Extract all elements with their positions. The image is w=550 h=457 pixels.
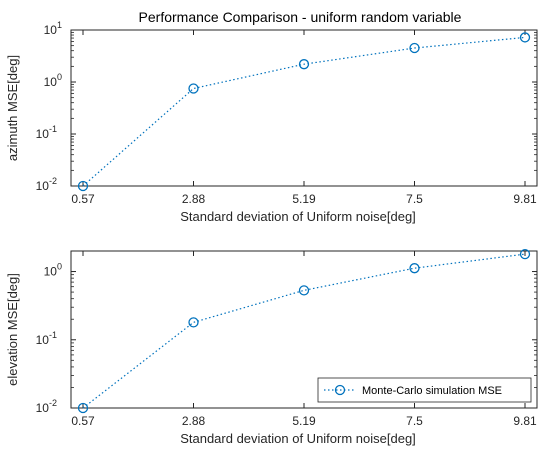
legend: Monte-Carlo simulation MSE — [317, 377, 532, 403]
x-tick-label: 2.88 — [182, 414, 206, 428]
y-tick-label: 101 — [44, 20, 62, 37]
y-tick-label: 100 — [44, 72, 62, 89]
y-tick-label: 10-1 — [36, 330, 57, 347]
x-tick-label: 9.81 — [513, 414, 537, 428]
x-tick-label: 7.5 — [406, 192, 423, 206]
axes-box — [70, 29, 538, 187]
data-point — [77, 402, 89, 414]
figure-title: Performance Comparison - uniform random … — [139, 9, 462, 25]
data-point — [519, 32, 531, 43]
data-point — [409, 42, 420, 54]
x-axis-label: Standard deviation of Uniform noise[deg] — [180, 209, 416, 224]
data-point — [298, 59, 310, 70]
y-tick-label: 10-1 — [36, 124, 57, 141]
y-axis-label: azimuth MSE[deg] — [5, 55, 20, 161]
x-tick-label: 2.88 — [182, 192, 206, 206]
x-tick-label: 5.19 — [292, 192, 316, 206]
data-point — [188, 83, 199, 94]
x-tick-label: 0.57 — [71, 192, 95, 206]
legend-label: Monte-Carlo simulation MSE — [362, 385, 502, 397]
data-point — [409, 263, 420, 274]
data-point — [298, 285, 310, 296]
series-line — [82, 36, 526, 187]
x-tick-label: 9.81 — [513, 192, 537, 206]
x-tick-label: 5.19 — [292, 414, 316, 428]
x-tick-label: 0.57 — [71, 414, 95, 428]
elevation-subplot: 0.57 2.88 5.19 7.5 9.81 10-2 10-1 100 Standard d… — [5, 248, 538, 446]
y-tick-label: 10-2 — [36, 176, 57, 193]
data-point — [188, 317, 199, 328]
x-axis-label: Standard deviation of Uniform noise[deg] — [180, 431, 416, 446]
y-tick-label: 100 — [44, 262, 62, 279]
azimuth-subplot: 0.57 2.88 5.19 7.5 9.81 10-2 10-1 100 101 Standar… — [5, 20, 538, 224]
y-tick-label: 10-2 — [36, 398, 57, 415]
x-tick-label: 7.5 — [406, 414, 423, 428]
series-line — [82, 253, 526, 409]
data-point — [77, 180, 89, 192]
legend-marker — [334, 384, 346, 396]
data-point — [519, 248, 531, 260]
y-axis-label: elevation MSE[deg] — [5, 273, 20, 386]
